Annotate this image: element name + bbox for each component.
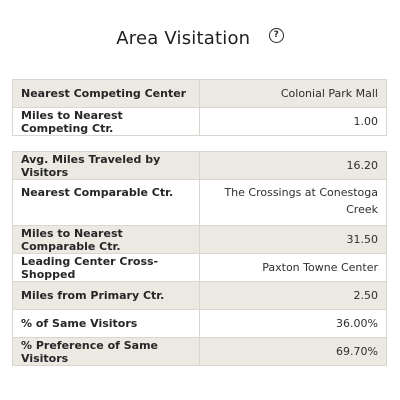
table-row: Miles to Nearest Competing Ctr. 1.00 — [12, 107, 387, 136]
row-value: The Crossings at Conestoga Creek — [199, 179, 387, 226]
visitor-metrics-table: Avg. Miles Traveled by Visitors 16.20 Ne… — [12, 151, 387, 366]
row-value: 2.50 — [199, 281, 387, 310]
table-row: % of Same Visitors 36.00% — [12, 309, 387, 338]
row-value: 69.70% — [199, 337, 387, 366]
page-title: Area Visitation — [116, 28, 251, 49]
row-value: 36.00% — [199, 309, 387, 338]
table-row: Miles to Nearest Comparable Ctr. 31.50 — [12, 225, 387, 254]
row-label: % Preference of Same Visitors — [12, 337, 200, 366]
table-row: Leading Center Cross-Shopped Paxton Town… — [12, 253, 387, 282]
row-label: Avg. Miles Traveled by Visitors — [12, 151, 200, 180]
row-label: Nearest Competing Center — [12, 79, 200, 108]
row-label: Miles to Nearest Comparable Ctr. — [12, 225, 200, 254]
table-row: Miles from Primary Ctr. 2.50 — [12, 281, 387, 310]
competing-center-table: Nearest Competing Center Colonial Park M… — [12, 79, 387, 136]
row-value: 16.20 — [199, 151, 387, 180]
row-label: % of Same Visitors — [12, 309, 200, 338]
row-label: Nearest Comparable Ctr. — [12, 179, 200, 226]
row-value: Paxton Towne Center — [199, 253, 387, 282]
table-row: Nearest Competing Center Colonial Park M… — [12, 79, 387, 108]
table-row: Avg. Miles Traveled by Visitors 16.20 — [12, 151, 387, 180]
row-value: Colonial Park Mall — [199, 79, 387, 108]
table-row: Nearest Comparable Ctr. The Crossings at… — [12, 179, 387, 226]
page-header: Area Visitation ? — [0, 28, 400, 56]
row-value: 1.00 — [199, 107, 387, 136]
table-row: % Preference of Same Visitors 69.70% — [12, 337, 387, 366]
row-label: Leading Center Cross-Shopped — [12, 253, 200, 282]
help-icon[interactable]: ? — [268, 28, 284, 43]
row-label: Miles from Primary Ctr. — [12, 281, 200, 310]
row-label: Miles to Nearest Competing Ctr. — [12, 107, 200, 136]
row-value: 31.50 — [199, 225, 387, 254]
